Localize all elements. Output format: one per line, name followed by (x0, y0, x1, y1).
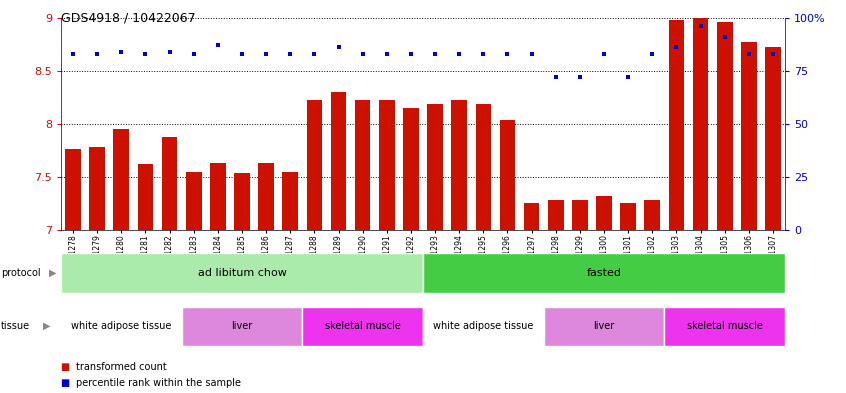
Bar (717, 22, 733, 230)
Point (187, 51, 201, 57)
Text: ■: ■ (61, 378, 74, 388)
Bar (500, 119, 515, 230)
Bar (113, 129, 129, 230)
Point (597, 51, 611, 57)
Bar (645, 200, 660, 230)
Bar (741, 42, 756, 230)
Bar (258, 163, 274, 230)
Bar (306, 101, 322, 230)
Bar (354, 101, 371, 230)
Point (622, 74, 635, 80)
Point (501, 51, 514, 57)
Text: fasted: fasted (586, 268, 622, 278)
Bar (379, 101, 394, 230)
Point (694, 23, 707, 29)
Text: transformed count: transformed count (76, 362, 167, 373)
Point (742, 51, 755, 57)
Point (380, 51, 393, 57)
Text: white adipose tissue: white adipose tissue (71, 321, 172, 331)
Bar (524, 203, 540, 230)
Point (235, 51, 249, 57)
Text: protocol: protocol (1, 268, 41, 278)
Point (525, 51, 538, 57)
Bar (283, 171, 298, 230)
Bar (90, 147, 105, 230)
Point (162, 48, 176, 55)
Point (211, 42, 224, 48)
Point (91, 51, 104, 57)
Bar (331, 92, 346, 230)
Point (66, 51, 80, 57)
Point (356, 51, 370, 57)
Text: liver: liver (231, 321, 253, 331)
Point (139, 51, 152, 57)
Point (549, 74, 563, 80)
Point (332, 44, 345, 51)
Bar (234, 173, 250, 230)
Bar (423, 307, 544, 346)
Point (573, 74, 586, 80)
Bar (765, 48, 781, 230)
Text: ▶: ▶ (43, 321, 51, 331)
Bar (668, 20, 684, 230)
Bar (452, 101, 467, 230)
Point (404, 51, 418, 57)
Bar (403, 108, 419, 230)
Point (766, 51, 780, 57)
Bar (548, 200, 563, 230)
Point (670, 44, 684, 51)
Bar (138, 164, 153, 230)
Text: ■: ■ (61, 362, 74, 373)
Point (308, 51, 321, 57)
Bar (210, 163, 226, 230)
Bar (475, 104, 492, 230)
Point (260, 51, 273, 57)
Point (476, 51, 490, 57)
Text: white adipose tissue: white adipose tissue (433, 321, 534, 331)
Bar (544, 307, 664, 346)
Point (283, 51, 297, 57)
Bar (572, 200, 588, 230)
Point (428, 51, 442, 57)
Bar (664, 307, 785, 346)
Point (718, 34, 732, 40)
Bar (620, 203, 636, 230)
Bar (61, 307, 182, 346)
Text: tissue: tissue (1, 321, 30, 331)
Text: percentile rank within the sample: percentile rank within the sample (76, 378, 241, 388)
Bar (182, 307, 302, 346)
Bar (693, 18, 708, 230)
Bar (423, 253, 785, 293)
Bar (302, 307, 423, 346)
Point (453, 51, 466, 57)
Bar (61, 253, 423, 293)
Text: liver: liver (593, 321, 615, 331)
Bar (427, 104, 443, 230)
Bar (162, 136, 178, 230)
Bar (65, 149, 81, 230)
Text: ▶: ▶ (49, 268, 57, 278)
Point (645, 51, 659, 57)
Point (114, 48, 128, 55)
Bar (596, 196, 612, 230)
Text: skeletal muscle: skeletal muscle (325, 321, 401, 331)
Text: skeletal muscle: skeletal muscle (687, 321, 763, 331)
Bar (186, 171, 201, 230)
Text: ad libitum chow: ad libitum chow (197, 268, 287, 278)
Text: GDS4918 / 10422067: GDS4918 / 10422067 (61, 12, 195, 25)
